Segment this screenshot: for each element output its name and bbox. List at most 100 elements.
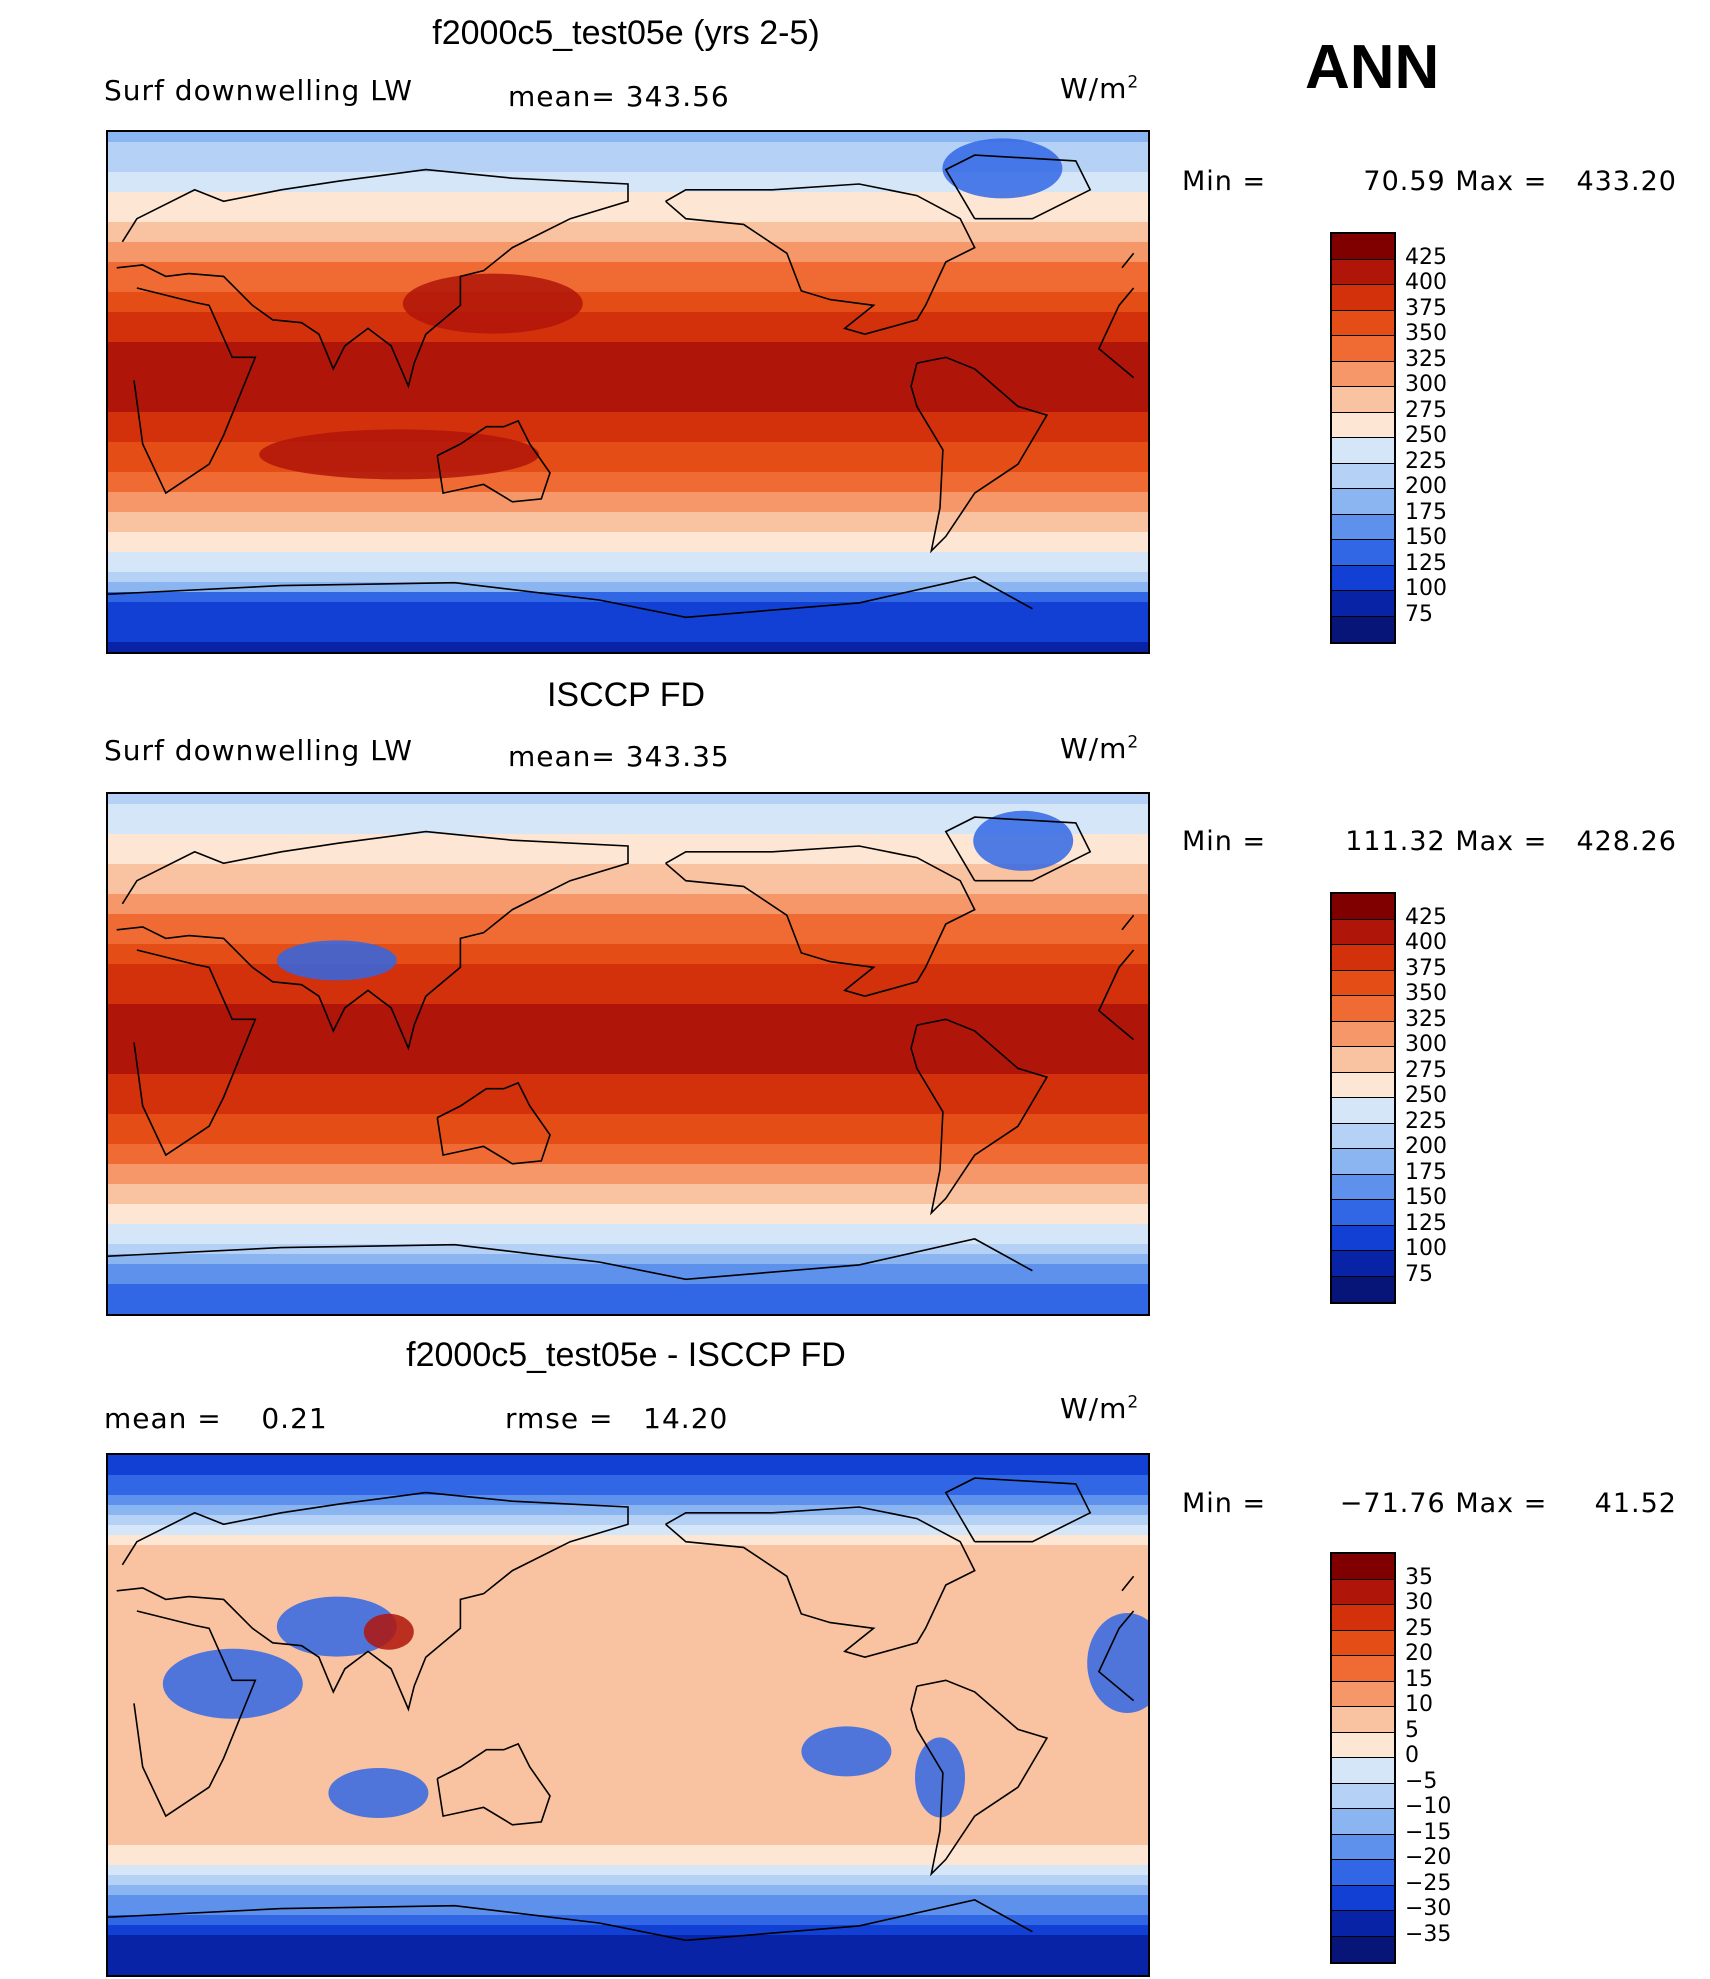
contour-feature [1087, 1613, 1148, 1713]
min-value: 111.32 [1345, 826, 1446, 857]
coastline [910, 1018, 1049, 1216]
zonal-band [108, 1164, 1148, 1175]
zonal-band [108, 502, 1148, 513]
zonal-band [108, 884, 1148, 895]
zonal-band [108, 602, 1148, 613]
colorbar-tick-label: −25 [1405, 1870, 1452, 1896]
colorbar-box [1332, 1681, 1394, 1707]
colorbar-tick-label: 30 [1405, 1590, 1433, 1615]
zonal-band [108, 1965, 1148, 1975]
zonal-band [108, 1124, 1148, 1135]
zonal-band [108, 172, 1148, 183]
colorbar-box [1332, 1885, 1394, 1911]
zonal-band [108, 1134, 1148, 1145]
colorbar-box [1332, 1047, 1394, 1073]
zonal-band [108, 1595, 1148, 1606]
zonal-band [108, 622, 1148, 633]
min-label: Min = [1182, 1488, 1267, 1519]
zonal-band [108, 1174, 1148, 1185]
zonal-band [108, 1535, 1148, 1546]
max-value: 41.52 [1594, 1488, 1677, 1519]
colorbar-tick-label: 125 [1405, 550, 1447, 576]
zonal-band [108, 1755, 1148, 1766]
zonal-band [108, 1915, 1148, 1926]
zonal-band [108, 1284, 1148, 1295]
colorbar-tick-label: 175 [1405, 499, 1447, 525]
zonal-band [108, 1014, 1148, 1025]
colorbar-box [1332, 412, 1394, 438]
coastline [133, 287, 1135, 495]
coastline [944, 816, 1092, 882]
colorbar-box [1332, 1225, 1394, 1251]
map-obs [106, 792, 1150, 1316]
colorbar-tick-label: 325 [1405, 346, 1447, 372]
colorbar-tick-label: 200 [1405, 1134, 1447, 1159]
zonal-band [108, 1825, 1148, 1836]
zonal-band [108, 1875, 1148, 1886]
colorbar-box [1332, 970, 1394, 996]
max-label: Max = [1455, 1488, 1548, 1519]
zonal-band [108, 1294, 1148, 1305]
colorbar-tick-label: 75 [1405, 1261, 1433, 1287]
units-base: W/m [1060, 72, 1128, 105]
zonal-band [108, 472, 1148, 483]
zonal-band [108, 1775, 1148, 1786]
contour-feature [259, 429, 540, 480]
colorbar-tick-label: 35 [1405, 1564, 1433, 1590]
colorbar-tick-label: −20 [1405, 1845, 1452, 1870]
zonal-band [108, 352, 1148, 363]
zonal-band [108, 1114, 1148, 1125]
zonal-band [108, 302, 1148, 313]
zonal-band [108, 1214, 1148, 1225]
max-value: 433.20 [1576, 166, 1677, 197]
colorbar-box [1332, 919, 1394, 945]
zonal-band [108, 452, 1148, 463]
contour-feature [363, 1613, 414, 1650]
zonal-band [108, 1044, 1148, 1055]
colorbar-tick-label: 350 [1405, 981, 1447, 1006]
colorbar-tick-label: 150 [1405, 1185, 1447, 1210]
contour-feature [942, 138, 1063, 199]
zonal-band [108, 1925, 1148, 1936]
zonal-band [108, 1495, 1148, 1506]
zonal-band [108, 1735, 1148, 1746]
zonal-band [108, 402, 1148, 413]
colorbar-tick-label: 275 [1405, 397, 1447, 423]
map-model [106, 130, 1150, 654]
zonal-band [108, 1575, 1148, 1586]
variable-label: Surf downwelling LW [104, 734, 413, 767]
zonal-band [108, 212, 1148, 223]
coastline [436, 419, 551, 503]
colorbar-box [1332, 1123, 1394, 1149]
zonal-band [108, 1705, 1148, 1716]
zonal-band [108, 1935, 1148, 1946]
zonal-band [108, 1635, 1148, 1646]
coastline [133, 949, 1135, 1157]
contour-feature [801, 1726, 892, 1777]
zonal-band [108, 1855, 1148, 1866]
colorbar-tick-label: 200 [1405, 474, 1447, 499]
zonal-band [108, 1765, 1148, 1776]
colorbar-tick-label: 300 [1405, 372, 1447, 397]
mean-label: mean= 343.56 [508, 80, 730, 113]
zonal-band [108, 994, 1148, 1005]
colorbar-tick-label: 375 [1405, 955, 1447, 981]
coastline [108, 1238, 1033, 1281]
min-label: Min = [1182, 166, 1267, 197]
zonal-band [108, 1725, 1148, 1736]
zonal-band [108, 1715, 1148, 1726]
zonal-band [108, 432, 1148, 443]
zonal-band [108, 944, 1148, 955]
units-label: W/m2 [1060, 1392, 1139, 1425]
zonal-band [108, 1485, 1148, 1496]
zonal-band [108, 262, 1148, 273]
colorbar-tick-label: −35 [1405, 1921, 1452, 1947]
colorbar-box [1332, 1276, 1394, 1302]
colorbar-box [1332, 1809, 1394, 1835]
zonal-band [108, 1254, 1148, 1265]
colorbar-tick-label: 275 [1405, 1057, 1447, 1083]
zonal-band [108, 904, 1148, 915]
colorbar-box [1332, 1732, 1394, 1758]
zonal-band [108, 864, 1148, 875]
colorbar-tick-label: −10 [1405, 1794, 1452, 1819]
